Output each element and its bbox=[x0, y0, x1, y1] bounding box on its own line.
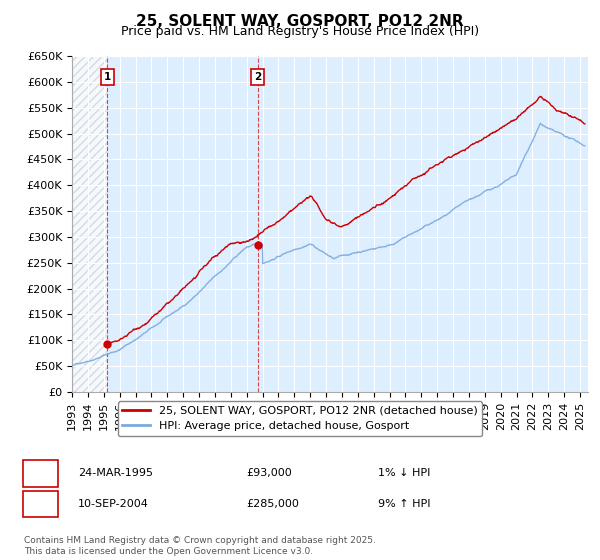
Legend: 25, SOLENT WAY, GOSPORT, PO12 2NR (detached house), HPI: Average price, detached: 25, SOLENT WAY, GOSPORT, PO12 2NR (detac… bbox=[118, 402, 482, 436]
Text: 1% ↓ HPI: 1% ↓ HPI bbox=[378, 468, 430, 478]
Text: £93,000: £93,000 bbox=[246, 468, 292, 478]
Text: 2: 2 bbox=[36, 497, 44, 511]
Text: 1: 1 bbox=[104, 72, 111, 82]
Text: 25, SOLENT WAY, GOSPORT, PO12 2NR: 25, SOLENT WAY, GOSPORT, PO12 2NR bbox=[136, 14, 464, 29]
Text: 10-SEP-2004: 10-SEP-2004 bbox=[78, 499, 149, 509]
Text: 1: 1 bbox=[36, 466, 44, 480]
Text: 2: 2 bbox=[254, 72, 261, 82]
Text: 9% ↑ HPI: 9% ↑ HPI bbox=[378, 499, 431, 509]
Text: Price paid vs. HM Land Registry's House Price Index (HPI): Price paid vs. HM Land Registry's House … bbox=[121, 25, 479, 38]
Text: £285,000: £285,000 bbox=[246, 499, 299, 509]
Text: Contains HM Land Registry data © Crown copyright and database right 2025.
This d: Contains HM Land Registry data © Crown c… bbox=[24, 536, 376, 556]
Text: 24-MAR-1995: 24-MAR-1995 bbox=[78, 468, 153, 478]
